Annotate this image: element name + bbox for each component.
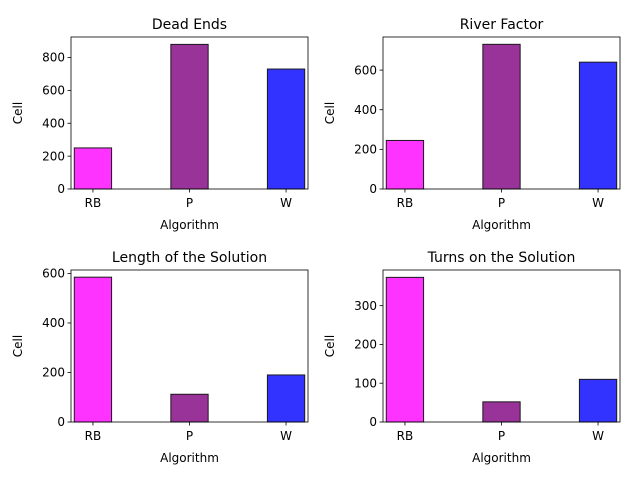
bar-p xyxy=(170,43,209,190)
chart-panel-2: RB P W 0 200 400 600 River Factor Algorithm Cell xyxy=(323,17,621,232)
y-tick-label: 100 xyxy=(354,376,377,390)
bar-rb xyxy=(385,139,425,190)
y-tick-label: 400 xyxy=(42,316,65,330)
y-tick-label: 600 xyxy=(42,84,65,98)
x-tick-label: RB xyxy=(397,429,414,443)
chart-title: Turns on the Solution xyxy=(427,250,576,266)
y-axis-label: Cell xyxy=(323,102,337,124)
y-tick-label: 0 xyxy=(57,182,65,196)
x-tick-label: P xyxy=(186,196,193,210)
chart-panel-4: RB P W 0 100 200 300 Turns on the Solution Algor… xyxy=(323,250,621,465)
x-tick-label: P xyxy=(186,429,193,443)
x-axis-label: Algorithm xyxy=(472,218,531,232)
bar-rb xyxy=(73,147,113,190)
y-tick-label: 0 xyxy=(57,415,65,429)
x-tick-label: RB xyxy=(85,196,102,210)
bar-p xyxy=(170,393,209,423)
chart-title: Dead Ends xyxy=(152,17,227,33)
x-tick-label: P xyxy=(498,429,505,443)
x-axis-label: Algorithm xyxy=(472,451,531,465)
x-tick-label: RB xyxy=(397,196,414,210)
y-tick-label: 400 xyxy=(42,116,65,130)
y-axis-label: Cell xyxy=(11,335,25,357)
bar-w xyxy=(578,61,618,190)
y-tick-label: 400 xyxy=(354,103,377,117)
y-tick-label: 600 xyxy=(354,63,377,77)
x-axis-label: Algorithm xyxy=(160,451,219,465)
chart-panel-3: RB P W 0 200 400 600 Length of the Solution Algo… xyxy=(11,250,309,465)
bar-p xyxy=(482,401,521,423)
x-tick-label: W xyxy=(280,196,292,210)
y-tick-label: 600 xyxy=(42,267,65,281)
bar-p xyxy=(482,43,521,190)
y-tick-label: 0 xyxy=(369,415,377,429)
y-tick-label: 200 xyxy=(354,338,377,352)
y-axis-label: Cell xyxy=(323,335,337,357)
y-tick-label: 200 xyxy=(42,149,65,163)
y-tick-label: 200 xyxy=(42,366,65,380)
chart-title: Length of the Solution xyxy=(112,250,267,266)
x-tick-label: W xyxy=(592,429,604,443)
bar-w xyxy=(578,378,618,423)
x-tick-label: W xyxy=(280,429,292,443)
chart-title: River Factor xyxy=(460,17,544,33)
x-tick-label: P xyxy=(498,196,505,210)
y-tick-label: 200 xyxy=(354,143,377,157)
bar-rb xyxy=(385,276,425,423)
bar-w xyxy=(266,68,306,190)
chart-panel-1: RB P W 0 200 400 600 800 Dead Ends Algorithm Cell xyxy=(11,17,309,232)
y-tick-label: 800 xyxy=(42,51,65,65)
x-axis-label: Algorithm xyxy=(160,218,219,232)
y-tick-label: 0 xyxy=(369,182,377,196)
y-axis-label: Cell xyxy=(11,102,25,124)
x-tick-label: W xyxy=(592,196,604,210)
y-tick-label: 300 xyxy=(354,299,377,313)
x-tick-label: RB xyxy=(85,429,102,443)
bar-w xyxy=(266,374,306,423)
bar-rb xyxy=(73,276,113,423)
